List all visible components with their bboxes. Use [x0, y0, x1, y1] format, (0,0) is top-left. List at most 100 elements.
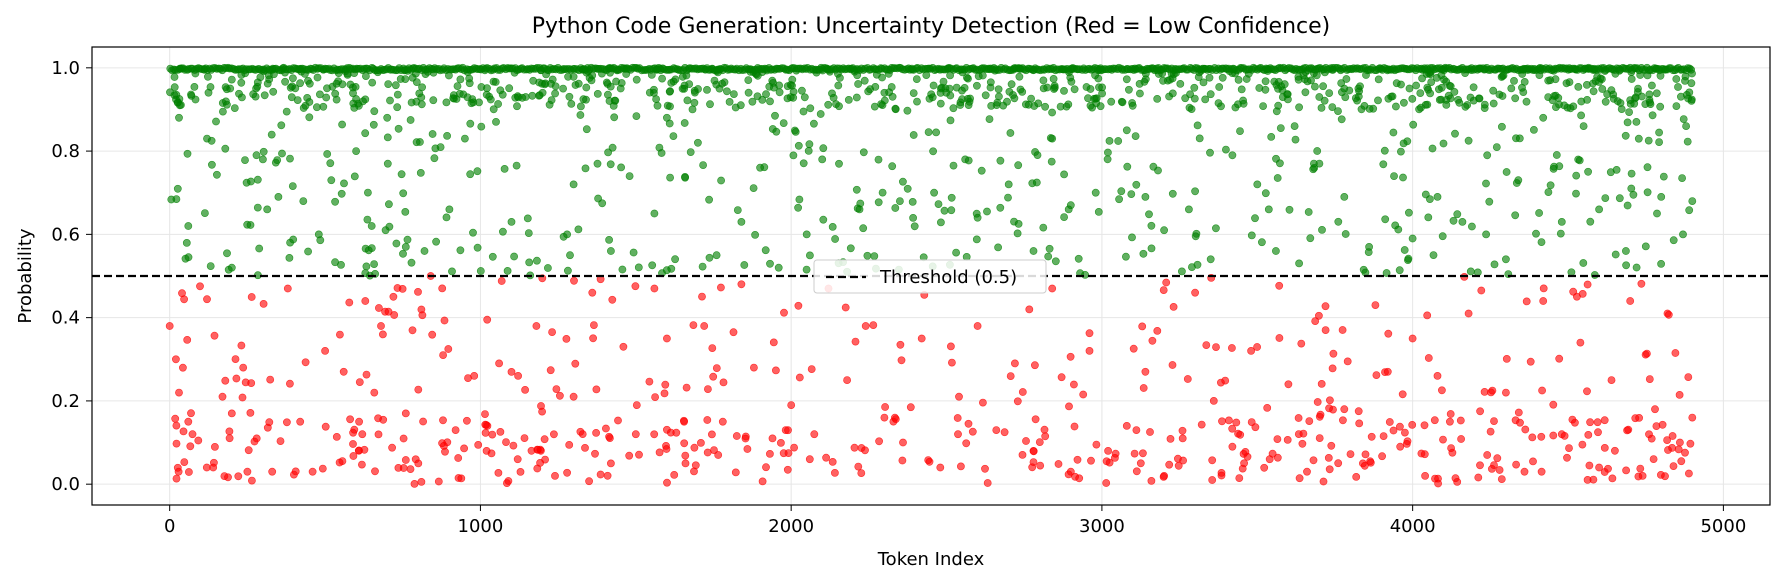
data-point [296, 417, 305, 426]
data-point [835, 159, 843, 168]
data-point [1160, 471, 1168, 480]
data-point [332, 95, 341, 104]
data-point [1352, 472, 1361, 481]
data-point [949, 104, 958, 113]
data-point [1147, 244, 1156, 253]
data-point [253, 175, 262, 184]
data-point [1343, 357, 1352, 366]
data-point [432, 237, 440, 246]
data-point [1195, 68, 1204, 77]
data-point [891, 105, 900, 114]
data-point [1338, 88, 1346, 97]
data-point [178, 289, 186, 298]
data-point [670, 470, 679, 479]
data-point [1058, 65, 1067, 74]
data-point [175, 388, 183, 397]
data-point [263, 205, 272, 214]
data-point [266, 375, 275, 384]
data-point [1251, 214, 1259, 223]
data-point [791, 127, 800, 136]
data-point [725, 98, 734, 106]
data-point [1685, 469, 1693, 478]
data-point [172, 439, 181, 448]
data-point [614, 416, 622, 425]
data-point [1359, 265, 1368, 274]
data-point [823, 64, 832, 73]
data-point [947, 193, 956, 202]
data-point [851, 337, 860, 346]
data-point [985, 65, 994, 74]
data-point [655, 448, 664, 457]
data-point [898, 456, 907, 465]
data-point [263, 79, 272, 88]
data-point [929, 147, 937, 156]
data-point [1111, 449, 1120, 458]
data-point [1265, 455, 1274, 464]
data-point [1178, 426, 1187, 435]
data-point [1247, 346, 1255, 355]
data-point [1284, 380, 1293, 389]
data-point [1243, 452, 1252, 461]
data-point [1141, 367, 1150, 376]
data-point [648, 261, 657, 270]
data-point [1623, 201, 1632, 210]
data-point [1420, 450, 1429, 459]
data-point [1512, 460, 1520, 469]
data-point [1655, 128, 1663, 137]
data-point [287, 93, 296, 102]
data-point [314, 230, 323, 239]
data-point [1122, 252, 1130, 261]
data-point [1449, 216, 1458, 225]
data-point [1138, 322, 1147, 331]
data-point [1374, 96, 1382, 105]
data-point [207, 160, 216, 169]
data-point [414, 287, 422, 296]
data-point [403, 235, 412, 244]
data-point [880, 88, 889, 97]
data-point [1457, 435, 1465, 443]
data-point [835, 102, 843, 111]
data-point [1430, 416, 1439, 425]
data-point [1679, 230, 1687, 239]
data-point [1105, 136, 1114, 145]
data-point [497, 277, 506, 285]
data-point [733, 206, 742, 214]
data-point [1643, 71, 1652, 80]
data-point [1600, 468, 1609, 476]
data-point [358, 430, 367, 439]
data-point [1565, 78, 1574, 86]
data-point [1489, 99, 1498, 108]
data-point [929, 81, 938, 90]
data-point [1048, 134, 1057, 143]
data-point [766, 449, 774, 458]
data-point [349, 452, 358, 460]
data-point [1427, 78, 1436, 86]
data-point [218, 107, 227, 116]
data-point [516, 467, 525, 476]
data-point [650, 430, 659, 439]
data-point [1448, 448, 1457, 457]
data-point [1264, 205, 1273, 214]
data-point [961, 155, 970, 164]
data-point [891, 204, 900, 212]
data-point [1625, 108, 1633, 116]
data-point [660, 389, 669, 398]
data-point [1337, 115, 1346, 124]
data-point [184, 468, 193, 476]
x-tick-label: 2000 [768, 516, 814, 537]
data-point [1461, 69, 1469, 77]
data-point [1070, 422, 1079, 431]
data-point [191, 95, 200, 104]
data-point [230, 104, 239, 112]
data-point [1600, 416, 1609, 425]
data-point [1313, 398, 1322, 406]
data-point [408, 326, 417, 335]
data-point [1437, 83, 1446, 92]
data-point [884, 69, 893, 78]
data-point [744, 88, 753, 97]
data-point [1095, 83, 1103, 92]
data-point [680, 84, 689, 93]
data-point [374, 304, 383, 312]
data-point [772, 366, 780, 375]
data-point [947, 342, 955, 351]
